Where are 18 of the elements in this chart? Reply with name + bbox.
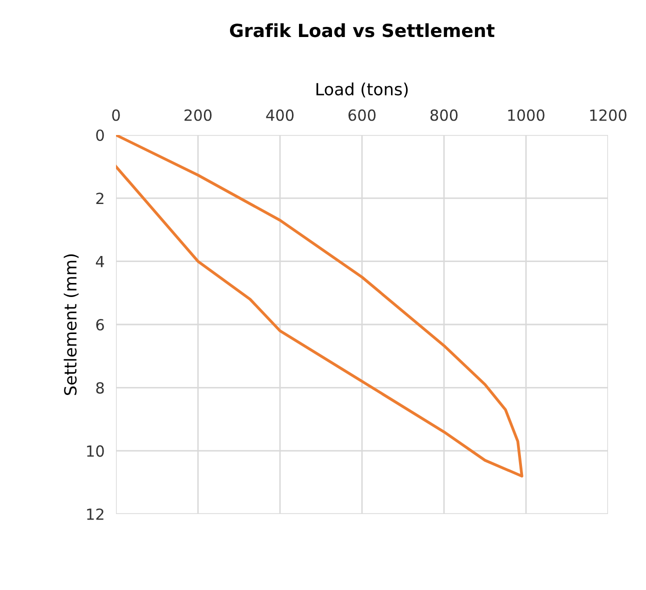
y-tick-label: 4 — [96, 256, 104, 268]
chart-title: Grafik Load vs Settlement — [230, 23, 495, 38]
y-tick-label: 0 — [96, 129, 104, 142]
x-tick-label: 400 — [266, 109, 294, 121]
x-axis-title: Load (tons) — [316, 82, 408, 98]
y-tick-label: 8 — [96, 382, 104, 394]
x-tick-label: 0 — [112, 109, 120, 121]
y-tick-label: 2 — [96, 192, 104, 204]
x-tick-label: 600 — [348, 109, 376, 121]
y-tick-label: 12 — [87, 508, 104, 520]
line-series — [116, 135, 524, 478]
y-tick-label: 6 — [96, 318, 104, 331]
x-tick-label: 1000 — [508, 109, 544, 121]
x-tick-label: 800 — [430, 109, 458, 121]
y-axis-title: Settlement (mm) — [64, 254, 79, 395]
x-tick-label: 1200 — [590, 109, 626, 121]
x-tick-label: 200 — [184, 109, 212, 121]
y-tick-label: 10 — [87, 445, 104, 457]
